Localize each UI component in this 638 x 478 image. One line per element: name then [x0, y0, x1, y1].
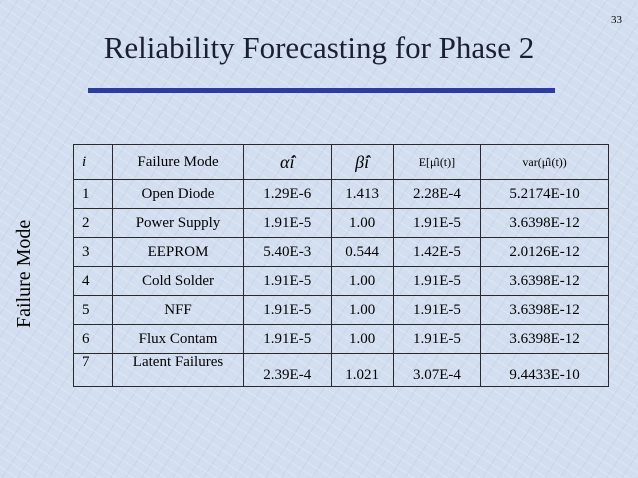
slide-number: 33: [611, 14, 622, 26]
cell-failure-mode: Power Supply: [112, 208, 244, 238]
header-failure-mode: Failure Mode: [112, 144, 244, 180]
cell-variance: 5.2174E-10: [480, 179, 609, 209]
table-row: 2 Power Supply 1.91E-5 1.00 1.91E-5 3.63…: [73, 208, 609, 238]
header-index: i: [73, 144, 113, 180]
cell-index: 1: [73, 179, 113, 209]
header-alpha: α̂i: [243, 144, 332, 180]
header-variance: var(μ̂i(t)): [480, 144, 609, 180]
cell-expectation: 1.42E-5: [392, 237, 482, 267]
cell-beta: 1.413: [330, 179, 394, 209]
cell-variance: 3.6398E-12: [480, 295, 609, 325]
cell-beta: 1.00: [330, 208, 394, 238]
slide-title: Reliability Forecasting for Phase 2: [103, 30, 535, 65]
cell-alpha: 1.29E-6: [243, 179, 332, 209]
cell-alpha: 5.40E-3: [243, 237, 332, 267]
cell-index: 5: [73, 295, 113, 325]
cell-beta: 1.00: [330, 266, 394, 296]
cell-failure-mode: Cold Solder: [112, 266, 244, 296]
cell-failure-mode: NFF: [112, 295, 244, 325]
table-row: 5 NFF 1.91E-5 1.00 1.91E-5 3.6398E-12: [73, 295, 609, 325]
title-underline: [88, 88, 555, 93]
cell-index: 6: [73, 324, 113, 354]
cell-alpha: 1.91E-5: [243, 266, 332, 296]
cell-expectation: 1.91E-5: [392, 324, 482, 354]
cell-alpha: 1.91E-5: [243, 208, 332, 238]
forecast-table: i Failure Mode α̂i β̂i E[μ̂i(t)] var(μ̂i…: [73, 144, 609, 387]
cell-alpha: 1.91E-5: [243, 295, 332, 325]
cell-expectation: 1.91E-5: [392, 208, 482, 238]
header-beta: β̂i: [330, 144, 394, 180]
cell-index: 7: [73, 353, 113, 387]
cell-expectation: 2.28E-4: [392, 179, 482, 209]
cell-variance: 3.6398E-12: [480, 324, 609, 354]
cell-alpha: 1.91E-5: [243, 324, 332, 354]
cell-expectation: 3.07E-4: [392, 353, 482, 387]
table-row: 1 Open Diode 1.29E-6 1.413 2.28E-4 5.217…: [73, 179, 609, 209]
cell-beta: 0.544: [330, 237, 394, 267]
cell-failure-mode: Flux Contam: [112, 324, 244, 354]
table-row: 6 Flux Contam 1.91E-5 1.00 1.91E-5 3.639…: [73, 324, 609, 354]
cell-failure-mode: EEPROM: [112, 237, 244, 267]
cell-expectation: 1.91E-5: [392, 266, 482, 296]
cell-beta: 1.00: [330, 324, 394, 354]
cell-beta: 1.00: [330, 295, 394, 325]
table-row: 4 Cold Solder 1.91E-5 1.00 1.91E-5 3.639…: [73, 266, 609, 296]
cell-index: 3: [73, 237, 113, 267]
cell-failure-mode: Open Diode: [112, 179, 244, 209]
failure-mode-side-label: Failure Mode: [13, 219, 35, 328]
cell-index: 4: [73, 266, 113, 296]
cell-variance: 2.0126E-12: [480, 237, 609, 267]
table-row: 3 EEPROM 5.40E-3 0.544 1.42E-5 2.0126E-1…: [73, 237, 609, 267]
cell-expectation: 1.91E-5: [392, 295, 482, 325]
cell-variance: 3.6398E-12: [480, 208, 609, 238]
cell-variance: 3.6398E-12: [480, 266, 609, 296]
cell-beta: 1.021: [330, 353, 394, 387]
header-expectation: E[μ̂i(t)]: [392, 144, 482, 180]
cell-failure-mode: Latent Failures: [112, 353, 244, 387]
cell-index: 2: [73, 208, 113, 238]
cell-alpha: 2.39E-4: [243, 353, 332, 387]
table-header-row: i Failure Mode α̂i β̂i E[μ̂i(t)] var(μ̂i…: [73, 144, 609, 180]
cell-variance: 9.4433E-10: [480, 353, 609, 387]
table-row: 7 Latent Failures 2.39E-4 1.021 3.07E-4 …: [73, 353, 609, 387]
